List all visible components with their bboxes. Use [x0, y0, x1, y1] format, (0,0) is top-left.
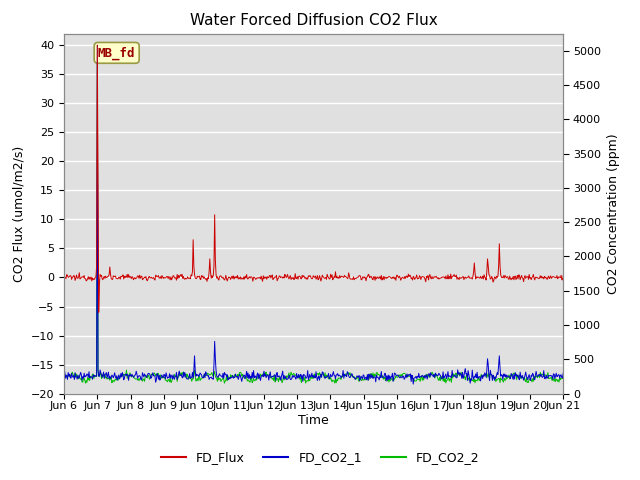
Text: MB_fd: MB_fd [98, 46, 136, 60]
Y-axis label: CO2 Concentration (ppm): CO2 Concentration (ppm) [607, 133, 620, 294]
Legend: FD_Flux, FD_CO2_1, FD_CO2_2: FD_Flux, FD_CO2_1, FD_CO2_2 [156, 446, 484, 469]
Y-axis label: CO2 Flux (umol/m2/s): CO2 Flux (umol/m2/s) [12, 145, 25, 282]
Title: Water Forced Diffusion CO2 Flux: Water Forced Diffusion CO2 Flux [189, 13, 438, 28]
X-axis label: Time: Time [298, 414, 329, 427]
